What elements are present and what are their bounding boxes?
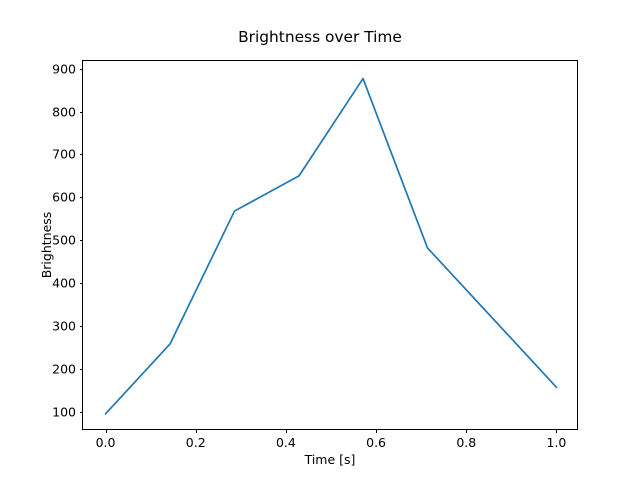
y-tick-label: 500 bbox=[52, 232, 76, 248]
x-tick-label: 1.0 bbox=[546, 435, 567, 450]
x-tick-mark bbox=[376, 429, 378, 433]
y-tick-mark bbox=[79, 325, 83, 327]
x-tick-mark bbox=[105, 429, 107, 433]
y-tick-label: 200 bbox=[52, 361, 76, 377]
y-tick-mark bbox=[79, 283, 83, 285]
x-tick-label: 0.6 bbox=[366, 435, 387, 450]
x-tick-label: 0.4 bbox=[275, 435, 296, 450]
x-tick-mark bbox=[195, 429, 197, 433]
x-tick-label: 0.8 bbox=[456, 435, 477, 450]
line-plot-svg bbox=[104, 77, 558, 415]
x-tick-mark bbox=[466, 429, 468, 433]
y-tick-label: 100 bbox=[52, 404, 76, 420]
x-tick-label: 0.2 bbox=[185, 435, 206, 450]
y-tick-label: 800 bbox=[52, 104, 76, 120]
plot-axes-area: 100 200 300 400 500 600 700 800 900 0.0 0.2 0.4 0.6 0… bbox=[52, 60, 578, 450]
x-tick-label: 0.0 bbox=[95, 435, 116, 450]
y-tick-mark bbox=[79, 197, 83, 199]
y-tick-label: 900 bbox=[52, 61, 76, 77]
y-tick-mark bbox=[79, 368, 83, 370]
x-axis-label: Time [s] bbox=[304, 452, 356, 467]
x-tick-mark bbox=[285, 429, 287, 433]
y-tick-label: 400 bbox=[52, 275, 76, 291]
y-tick-mark bbox=[79, 111, 83, 113]
y-tick-label: 700 bbox=[52, 146, 76, 162]
y-tick-mark bbox=[79, 68, 83, 70]
chart-title: Brightness over Time bbox=[238, 28, 402, 46]
data-series-line bbox=[104, 77, 558, 415]
y-tick-mark bbox=[79, 154, 83, 156]
y-tick-mark bbox=[79, 411, 83, 413]
y-tick-label: 300 bbox=[52, 318, 76, 334]
x-tick-mark bbox=[556, 429, 558, 433]
y-tick-mark bbox=[79, 240, 83, 242]
y-axis-label: Brightness bbox=[38, 211, 54, 279]
y-tick-label: 600 bbox=[52, 189, 76, 205]
